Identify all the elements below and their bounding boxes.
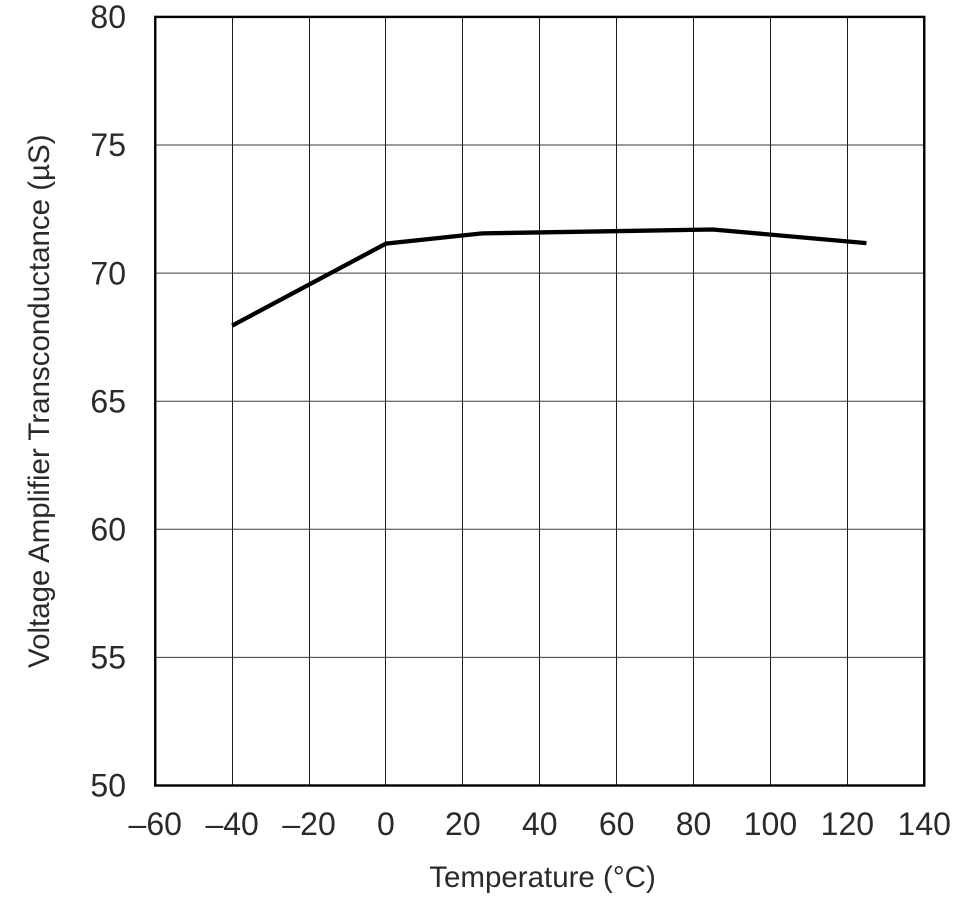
svg-text:120: 120	[821, 806, 874, 842]
svg-text:Voltage Amplifier Transconduct: Voltage Amplifier Transconductance (µS)	[23, 134, 56, 668]
svg-text:–20: –20	[282, 806, 335, 842]
svg-text:–40: –40	[205, 806, 258, 842]
svg-text:55: 55	[90, 640, 126, 676]
svg-text:65: 65	[90, 383, 126, 419]
svg-text:75: 75	[90, 127, 126, 163]
svg-text:60: 60	[599, 806, 635, 842]
svg-text:100: 100	[744, 806, 797, 842]
svg-text:80: 80	[676, 806, 712, 842]
svg-text:60: 60	[90, 512, 126, 548]
svg-text:–60: –60	[129, 806, 182, 842]
svg-text:Temperature (°C): Temperature (°C)	[429, 861, 656, 894]
svg-text:20: 20	[445, 806, 481, 842]
svg-text:70: 70	[90, 255, 126, 291]
svg-text:0: 0	[377, 806, 395, 842]
svg-text:40: 40	[522, 806, 558, 842]
svg-text:50: 50	[90, 768, 126, 804]
svg-text:140: 140	[898, 806, 951, 842]
svg-text:80: 80	[90, 0, 126, 35]
